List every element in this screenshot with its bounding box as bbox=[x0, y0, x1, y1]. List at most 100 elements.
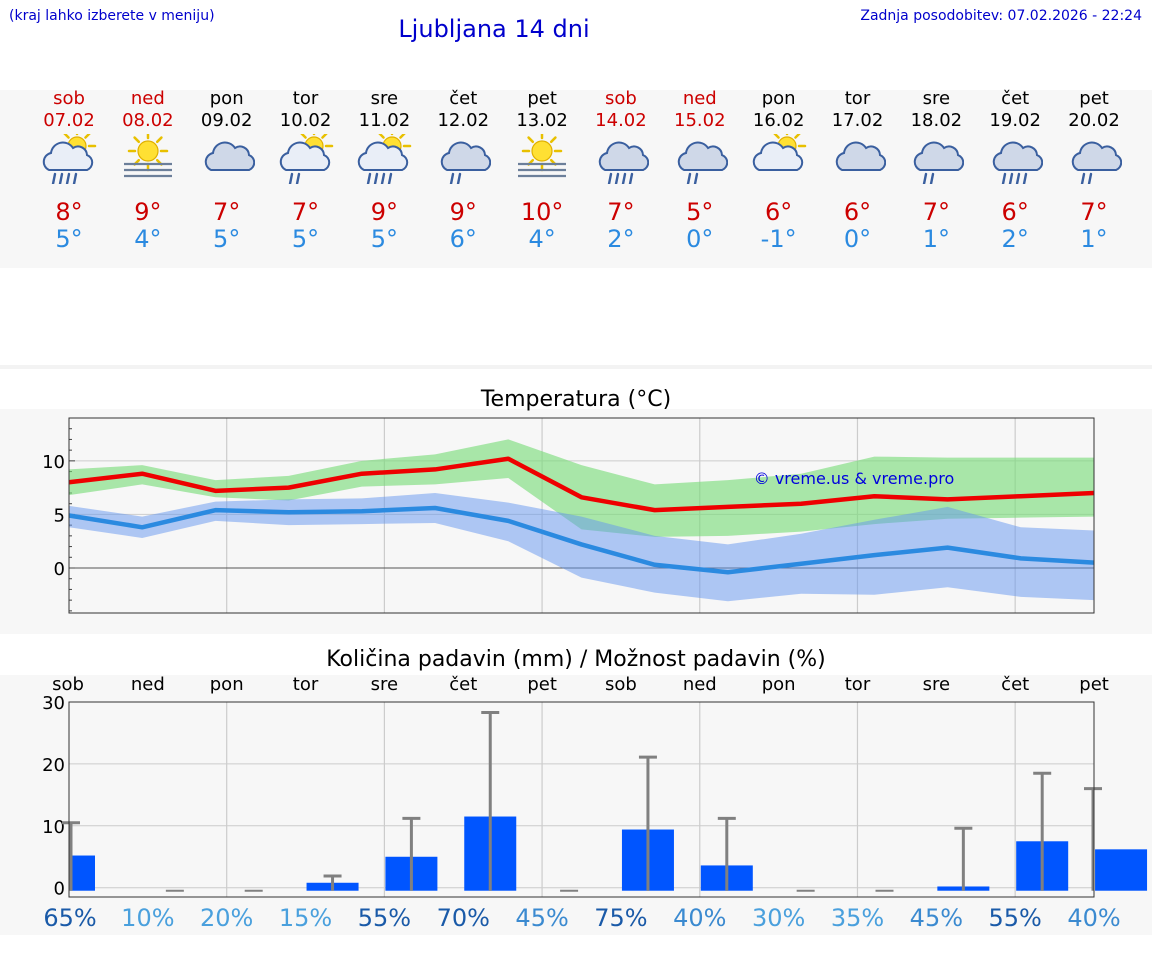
temp-max: 7° bbox=[213, 198, 241, 226]
temp-max: 10° bbox=[520, 198, 564, 226]
day-date: 14.02 bbox=[595, 110, 647, 131]
cloud-light-rain-icon bbox=[441, 141, 492, 184]
temp-max: 5° bbox=[686, 198, 714, 226]
day-column: čet 12.02 9° 6° bbox=[423, 88, 503, 266]
precip-day-label: pet bbox=[527, 674, 557, 695]
precip-chart-title: Količina padavin (mm) / Možnost padavin … bbox=[326, 647, 826, 672]
precip-day-label: sob bbox=[605, 674, 637, 695]
precipitation-chart: 0 10 20 30 bbox=[42, 693, 1148, 900]
day-column: čet 19.02 6° 2° bbox=[975, 88, 1055, 266]
page-title: Ljubljana 14 dni bbox=[398, 15, 590, 43]
day-name: pet bbox=[1079, 88, 1109, 109]
sun-cloud-light-rain-icon bbox=[279, 134, 333, 184]
day-name: pet bbox=[527, 88, 557, 109]
sun-cloud-light-rain-icon bbox=[279, 134, 333, 184]
cloud-rain-icon bbox=[598, 141, 649, 184]
day-name: sob bbox=[605, 88, 637, 109]
temp-min: 2° bbox=[607, 225, 635, 253]
temp-min: 0° bbox=[843, 225, 872, 253]
day-column: pon 09.02 7° 5° bbox=[187, 88, 267, 266]
day-column: sob 07.02 8° 5° bbox=[29, 88, 109, 266]
precip-day-label: čet bbox=[449, 674, 478, 695]
sun-fog-icon bbox=[123, 134, 172, 178]
temp-min: 2° bbox=[1001, 225, 1029, 253]
precip-probability: 20% bbox=[200, 904, 254, 932]
temp-max: 7° bbox=[291, 198, 320, 226]
precip-probability: 30% bbox=[751, 904, 806, 932]
temp-min: 4° bbox=[528, 225, 556, 253]
precip-probability: 55% bbox=[357, 904, 412, 932]
day-date: 18.02 bbox=[910, 110, 963, 131]
precip-day-label: tor bbox=[292, 674, 319, 695]
day-column: ned 15.02 5° 0° bbox=[660, 88, 740, 266]
temp-max: 7° bbox=[922, 198, 950, 226]
precip-day-label: ned bbox=[130, 674, 165, 695]
y-tick-label: 10 bbox=[42, 452, 65, 473]
precip-day-label: pon bbox=[209, 674, 244, 695]
temp-max: 6° bbox=[765, 198, 793, 226]
temp-max: 6° bbox=[1001, 198, 1029, 226]
precip-probability: 75% bbox=[594, 904, 648, 932]
day-column: tor 17.02 6° 0° bbox=[818, 88, 898, 266]
cloud-light-rain-icon bbox=[441, 141, 492, 184]
y-tick-label: 0 bbox=[54, 879, 65, 900]
day-date: 13.02 bbox=[516, 110, 568, 131]
precip-probability: 55% bbox=[988, 904, 1042, 932]
forecast-band bbox=[0, 90, 1152, 268]
cloud-rain-icon bbox=[598, 141, 649, 184]
precip-probability: 45% bbox=[909, 904, 964, 932]
day-date: 12.02 bbox=[437, 110, 490, 131]
day-date: 16.02 bbox=[752, 110, 805, 131]
day-date: 20.02 bbox=[1068, 110, 1120, 131]
day-column: ned 08.02 9° 4° bbox=[108, 88, 188, 266]
temp-min: 0° bbox=[686, 225, 714, 253]
day-date: 19.02 bbox=[989, 110, 1041, 131]
temp-min: 5° bbox=[213, 225, 241, 253]
plot-area bbox=[69, 702, 1094, 897]
divider bbox=[0, 365, 1152, 369]
y-tick-label: 30 bbox=[42, 693, 65, 714]
day-date: 07.02 bbox=[43, 110, 95, 131]
precip-probability: 65% bbox=[43, 904, 97, 932]
day-date: 17.02 bbox=[831, 110, 884, 131]
y-tick-label: 20 bbox=[42, 755, 65, 776]
day-date: 10.02 bbox=[279, 110, 332, 131]
day-name: sre bbox=[922, 88, 951, 109]
cloud-icon bbox=[204, 141, 255, 171]
temp-min: 4° bbox=[134, 225, 162, 253]
daily-forecast-strip: sob 07.02 8° 5° ned 08.02 9° 4° pon 09.02 7° 5° tor 1… bbox=[0, 88, 1152, 268]
plot-frame bbox=[68, 417, 1095, 614]
y-tick-label: 5 bbox=[54, 505, 65, 526]
temp-chart-title: Temperatura (°C) bbox=[480, 387, 672, 412]
day-name: pon bbox=[761, 88, 796, 109]
location-hint-link[interactable]: (kraj lahko izberete v meniju) bbox=[9, 8, 215, 24]
precip-bar bbox=[70, 855, 95, 891]
precip-day-label: pet bbox=[1079, 674, 1109, 695]
day-name: ned bbox=[682, 88, 717, 109]
y-tick-label: 10 bbox=[42, 817, 65, 838]
precip-probability: 40% bbox=[673, 904, 727, 932]
day-column: sob 14.02 7° 2° bbox=[581, 88, 661, 266]
precip-probability: 45% bbox=[515, 904, 569, 932]
temp-max: 9° bbox=[134, 198, 162, 226]
cloud-light-rain-icon bbox=[914, 141, 965, 184]
cloud-light-rain-icon bbox=[1071, 141, 1123, 184]
temp-max: 7° bbox=[1080, 198, 1108, 226]
precip-day-label: sre bbox=[922, 674, 951, 695]
last-update-text: Zadnja posodobitev: 07.02.2026 - 22:24 bbox=[860, 8, 1142, 24]
precip-probability: 40% bbox=[1067, 904, 1121, 932]
temp-max: 7° bbox=[607, 198, 635, 226]
precip-probability: 15% bbox=[278, 904, 333, 932]
temp-max: 8° bbox=[55, 198, 83, 226]
sun-fog-icon bbox=[123, 134, 172, 178]
cloud-light-rain-icon bbox=[914, 141, 965, 184]
temp-min: 5° bbox=[370, 225, 399, 253]
day-column: sre 11.02 9° 5° bbox=[344, 88, 424, 266]
day-name: čet bbox=[449, 88, 478, 109]
day-name: tor bbox=[844, 88, 871, 109]
day-column: pet 20.02 7° 1° bbox=[1054, 88, 1134, 266]
day-column: pet 13.02 10° 4° bbox=[502, 88, 582, 266]
sun-fog-icon bbox=[518, 134, 567, 178]
precip-day-label: tor bbox=[844, 674, 871, 695]
precip-day-label: pon bbox=[761, 674, 796, 695]
